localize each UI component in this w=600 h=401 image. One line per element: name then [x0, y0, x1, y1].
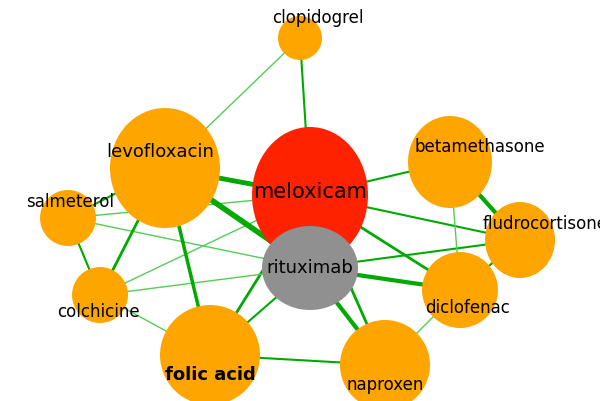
- Ellipse shape: [40, 190, 96, 246]
- Ellipse shape: [110, 108, 220, 228]
- Text: clopidogrel: clopidogrel: [272, 9, 364, 27]
- Ellipse shape: [340, 320, 430, 401]
- Text: rituximab: rituximab: [266, 259, 353, 277]
- Text: betamethasone: betamethasone: [415, 138, 545, 156]
- Ellipse shape: [278, 16, 322, 60]
- Text: fludrocortisone: fludrocortisone: [482, 215, 600, 233]
- Text: folic acid: folic acid: [164, 366, 256, 384]
- Text: colchicine: colchicine: [56, 303, 139, 321]
- Text: naproxen: naproxen: [346, 376, 424, 394]
- Text: salmeterol: salmeterol: [26, 193, 114, 211]
- Ellipse shape: [485, 202, 555, 278]
- Ellipse shape: [408, 116, 492, 208]
- Ellipse shape: [72, 267, 128, 323]
- Text: diclofenac: diclofenac: [425, 299, 511, 317]
- Text: levofloxacin: levofloxacin: [106, 143, 214, 161]
- Ellipse shape: [422, 252, 498, 328]
- Text: meloxicam: meloxicam: [253, 182, 367, 202]
- Ellipse shape: [252, 127, 368, 263]
- Ellipse shape: [160, 305, 260, 401]
- Ellipse shape: [262, 226, 358, 310]
